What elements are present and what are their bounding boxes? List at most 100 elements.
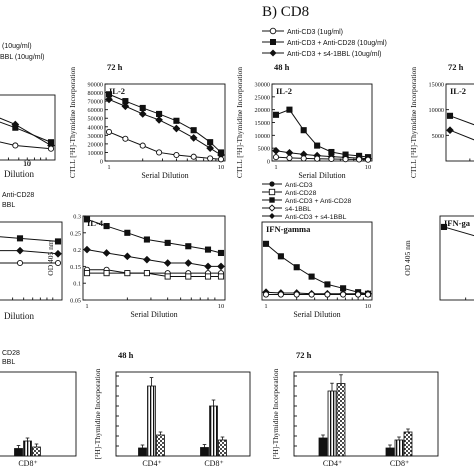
data-point <box>16 246 24 255</box>
bar <box>394 439 404 457</box>
plot-frame <box>0 221 63 301</box>
data-point <box>446 112 454 119</box>
data-point <box>173 151 180 159</box>
y-tick-label: 0.3 <box>73 214 81 221</box>
series-line <box>108 98 222 156</box>
chart-panel: IFN-ga OD 405 nm <box>403 215 474 301</box>
data-series <box>0 235 62 245</box>
data-point <box>272 146 280 155</box>
data-point <box>364 156 372 163</box>
legend-mid-label: s4-1BBL <box>285 206 311 213</box>
data-point <box>54 249 62 258</box>
data-point <box>356 156 363 163</box>
series-line <box>87 269 221 274</box>
data-series <box>105 91 225 156</box>
series-line <box>0 236 59 242</box>
data-point <box>83 216 91 223</box>
legend-fragment: Anti-CD28 <box>2 192 34 199</box>
data-point <box>207 139 214 146</box>
plot-frame <box>293 371 439 457</box>
y-tick-label: 40000 <box>88 124 103 131</box>
plot-frame <box>0 94 56 161</box>
legend-mid-item: Anti-CD3 + s4-1BBL <box>262 213 347 221</box>
data-point <box>189 134 198 142</box>
y-tick-label: 25000 <box>255 94 270 101</box>
y-tick-label: 30000 <box>88 133 103 140</box>
legend-mid-label: Anti-CD3 <box>285 182 313 189</box>
data-series <box>262 291 372 298</box>
chart-panel: 72 h [³H]-Thymidine Incorporation CD4⁺ CD8⁺ <box>271 350 439 468</box>
data-point <box>217 156 225 163</box>
y-tick-label: 70000 <box>88 99 103 106</box>
bar <box>327 390 337 457</box>
data-point <box>121 102 130 111</box>
data-series <box>0 259 62 267</box>
chart-panel: 48 h IL-2 CTLL [³H]-Thymidine Incorporatio… <box>235 62 373 180</box>
data-point <box>293 264 300 271</box>
plot-frame <box>261 221 373 301</box>
y-axis-label: CTLL [³H]-Thymidine Incorporation <box>68 67 77 178</box>
data-point <box>190 127 197 134</box>
data-point <box>446 126 454 135</box>
y-tick-label: 5000 <box>258 146 270 153</box>
y-tick-label: 90000 <box>88 82 103 89</box>
panel-time-label: 72 h <box>107 62 123 72</box>
y-tick-label: 30000 <box>255 82 270 89</box>
legend-top-label: Anti-CD3 + s4-1BBL (10ug/ml) <box>287 51 381 58</box>
x-tick-label: 10 <box>218 164 225 171</box>
data-point <box>300 155 307 162</box>
data-point <box>204 273 212 280</box>
bar <box>32 446 41 457</box>
x-tick-label: 10 <box>365 164 372 171</box>
y-tick-label: 0.25 <box>70 230 81 237</box>
chart-panel: 48 h [³H]-Thymidine Incorporation CD4⁺ CD8⁺ <box>93 350 251 468</box>
data-point <box>277 253 284 260</box>
y-tick-label: 20000 <box>255 107 270 114</box>
legend-fragment: (10ug/ml) <box>2 43 32 50</box>
data-series <box>83 245 225 271</box>
cut-axis-label: Dilution <box>4 311 35 321</box>
data-point <box>262 240 270 247</box>
data-point <box>324 291 331 298</box>
bar <box>138 447 147 457</box>
plot-frame <box>439 215 474 301</box>
legend-fragment: BBL (10ug/ml) <box>0 54 44 61</box>
bar <box>385 447 395 457</box>
data-point <box>185 273 192 280</box>
data-point <box>355 291 362 298</box>
data-point <box>204 246 212 253</box>
plot-frame <box>0 371 77 457</box>
y-tick-label: 5000 <box>432 133 444 140</box>
category-label: CD8⁺ <box>18 459 37 468</box>
data-series <box>0 141 55 152</box>
y-tick-label: 20000 <box>88 141 103 148</box>
data-point <box>16 235 24 242</box>
cut-axis-label: Dilution <box>4 169 35 179</box>
data-point <box>328 155 335 162</box>
bar <box>403 431 413 457</box>
data-point <box>300 127 307 134</box>
plot-frame <box>115 371 251 457</box>
data-point <box>340 291 347 298</box>
data-point <box>440 223 448 231</box>
y-axis-label: [³H]-Thymidine Incorporation <box>271 368 280 459</box>
x-axis-label: Serial Dilution <box>298 171 345 180</box>
panel-cytokine-label: IL-4 <box>87 218 104 228</box>
data-point <box>47 139 55 146</box>
legend-top-item: Anti-CD3 (1ug/ml) <box>262 27 343 36</box>
data-point <box>83 245 91 254</box>
series-line <box>449 115 474 126</box>
category-label: CD4⁺ <box>323 459 342 468</box>
series-line <box>0 141 52 150</box>
x-tick-label: 1 <box>107 164 110 171</box>
data-series <box>446 126 474 141</box>
y-axis-label: CTLL [³H]-Thymidine Incorporation <box>409 67 418 178</box>
data-point <box>286 154 293 161</box>
data-point <box>308 273 315 280</box>
data-point <box>156 110 163 117</box>
data-point <box>102 249 111 257</box>
data-point <box>185 243 192 250</box>
chart-panel: 72 h IL-2 CTLL [³H]-Thymidine Incorporatio… <box>68 62 226 180</box>
data-point <box>83 270 91 277</box>
